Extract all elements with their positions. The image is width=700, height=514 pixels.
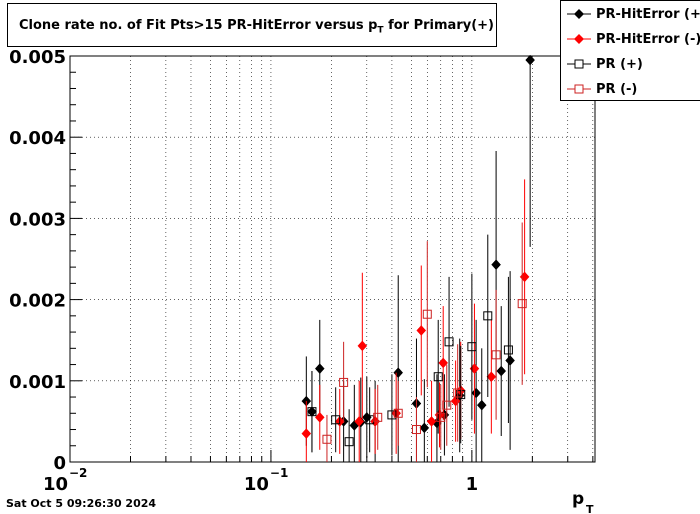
data-point	[314, 363, 325, 374]
x-tick-label: 10	[43, 474, 68, 495]
series-layer	[301, 54, 535, 462]
timestamp: Sat Oct 5 09:26:30 2024	[6, 497, 157, 510]
data-point	[471, 387, 481, 399]
data-point	[344, 437, 354, 447]
y-tick-label: 0.002	[9, 291, 66, 312]
x-axis-label: pT	[572, 489, 594, 514]
legend-marker-square-red	[567, 84, 591, 94]
x-axis: 10−210−11	[43, 450, 594, 495]
legend-entry: PR-HitError (-)	[561, 29, 700, 49]
x-axis-title-subscript: T	[586, 503, 594, 514]
data-point	[354, 416, 365, 427]
plot-frame	[69, 55, 596, 463]
data-point	[411, 425, 421, 435]
data-point	[442, 400, 452, 410]
chart-title: Clone rate no. of Fit Pts>15 PR-HitError…	[19, 18, 494, 36]
data-point	[444, 337, 454, 347]
data-point	[373, 412, 383, 422]
legend-label: PR-HitError (+)	[596, 7, 700, 22]
legend-label: PR-HitError (-)	[596, 32, 700, 47]
data-point	[491, 350, 501, 360]
series-2	[307, 234, 513, 462]
data-point	[387, 410, 397, 420]
y-tick-label: 0.001	[9, 372, 66, 393]
data-point	[503, 345, 513, 355]
y-tick-label: 0.004	[9, 128, 66, 149]
y-tick-label: 0.005	[9, 47, 66, 68]
series-1	[301, 179, 530, 462]
data-point	[357, 340, 368, 352]
data-point	[491, 259, 501, 271]
data-point	[483, 311, 493, 321]
legend-label: PR (-)	[596, 82, 638, 97]
data-point	[301, 428, 312, 439]
data-point	[426, 416, 437, 427]
data-point	[456, 390, 466, 400]
data-point	[496, 365, 507, 377]
data-point	[393, 408, 403, 418]
data-point	[419, 422, 430, 434]
data-point	[467, 342, 477, 352]
data-point	[433, 372, 443, 382]
series-3	[322, 222, 527, 462]
data-point	[322, 434, 332, 444]
data-point	[422, 309, 432, 319]
y-axis: 0 0.001 0.002 0.003 0.004 0.005	[9, 47, 82, 474]
y-tick-label: 0.003	[9, 209, 66, 230]
legend-entry: PR-HitError (+)	[561, 4, 700, 24]
data-point	[486, 371, 497, 383]
data-point	[505, 355, 515, 366]
x-tick-exponent: −1	[270, 466, 288, 480]
data-point	[307, 407, 317, 417]
x-tick-exponent: −2	[69, 466, 87, 480]
title-box: Clone rate no. of Fit Pts>15 PR-HitError…	[7, 3, 497, 47]
legend-marker-square-black	[567, 59, 591, 69]
legend-entry: PR (+)	[561, 54, 700, 74]
x-tick-label: 1	[466, 474, 479, 495]
data-point	[314, 411, 325, 423]
legend: PR-HitError (+) PR-HitError (-) PR (+) P…	[560, 0, 700, 101]
data-point	[339, 377, 349, 387]
data-point	[476, 399, 487, 411]
data-point	[331, 415, 341, 425]
legend-marker-diamond-red	[567, 34, 591, 44]
y-tick-label: 0	[53, 453, 66, 474]
data-point	[517, 299, 527, 309]
x-axis-title: p	[572, 489, 584, 509]
data-point	[453, 388, 463, 398]
data-point	[438, 357, 449, 369]
data-point	[436, 412, 446, 422]
data-point	[416, 325, 427, 336]
data-point	[525, 54, 535, 66]
legend-entry: PR (-)	[561, 79, 700, 99]
legend-marker-diamond-black	[567, 9, 591, 19]
legend-label: PR (+)	[596, 57, 643, 72]
x-tick-label: 10	[244, 474, 269, 495]
